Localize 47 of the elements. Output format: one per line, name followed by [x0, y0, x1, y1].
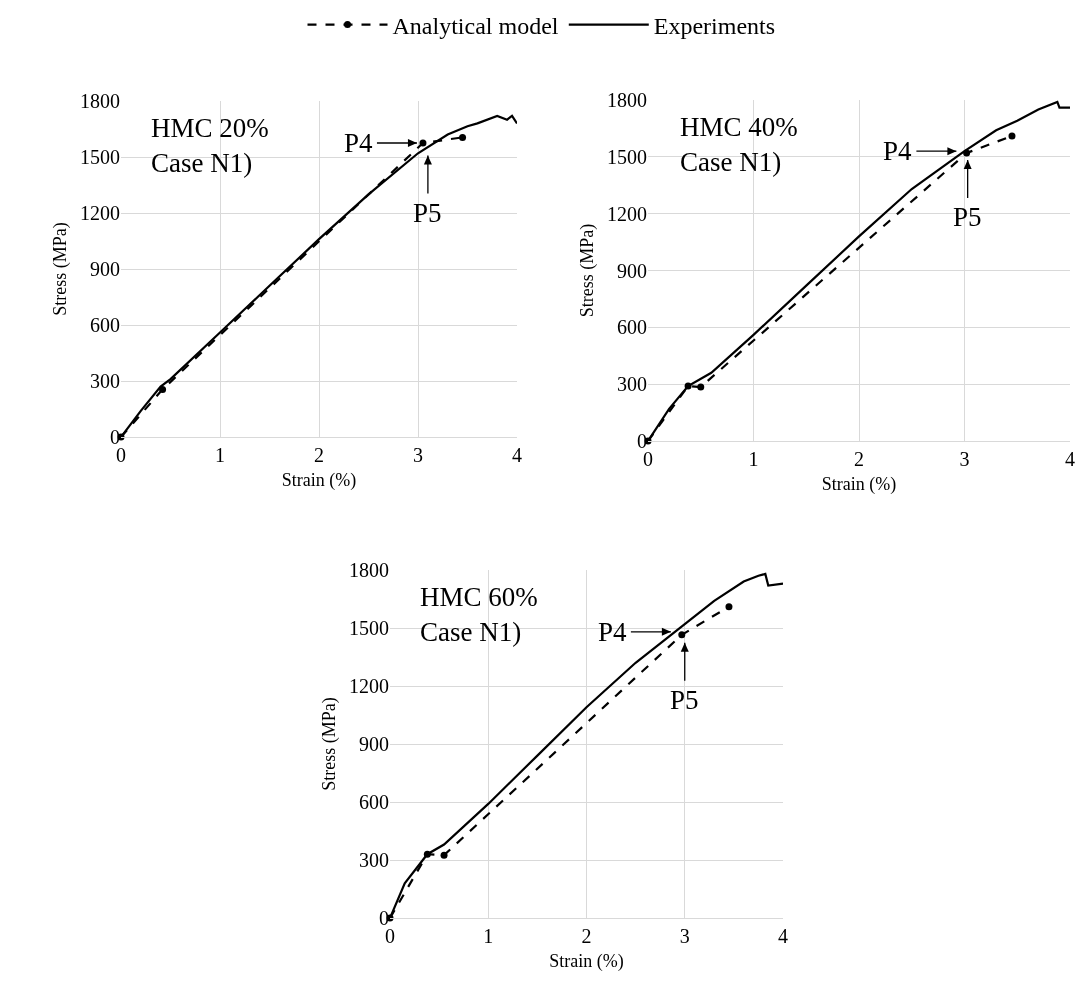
x-tick-label: 4 [778, 925, 788, 947]
x-tick-label: 3 [959, 448, 970, 470]
annotation: P4 [344, 128, 374, 158]
y-tick-label: 1500 [349, 617, 389, 639]
x-tick-label: 3 [413, 444, 423, 466]
annotation: P5 [953, 202, 982, 232]
legend-label: Experiments [653, 12, 776, 39]
y-tick-label: 1800 [80, 90, 120, 112]
y-axis-title: Stress (MPa) [319, 697, 341, 791]
y-tick-label: 1500 [80, 146, 120, 168]
x-tick-label: 3 [679, 925, 690, 947]
x-tick-label: 2 [581, 925, 592, 947]
y-tick-label: 900 [359, 733, 389, 755]
y-tick-label: 600 [617, 316, 647, 339]
y-tick-label: 600 [359, 791, 389, 813]
x-tick-label: 4 [512, 444, 522, 466]
annotation: P4 [883, 136, 913, 166]
x-tick-label: 1 [215, 444, 225, 466]
y-tick-label: 1200 [607, 202, 647, 225]
annotation: P5 [413, 198, 442, 228]
y-tick-label: 900 [90, 258, 120, 280]
y-tick-label: 1200 [349, 675, 389, 697]
x-axis-title: Strain (%) [549, 951, 624, 973]
y-tick-label: 1800 [607, 89, 647, 111]
y-tick-label: 900 [617, 259, 647, 282]
x-tick-label: 2 [854, 448, 864, 470]
y-tick-label: 1200 [80, 202, 120, 224]
x-axis-title: Strain (%) [821, 474, 897, 496]
x-tick-label: 1 [483, 925, 494, 947]
x-tick-label: 1 [748, 448, 759, 470]
y-axis-title: Stress (MPa) [577, 223, 599, 318]
annotation: P5 [670, 685, 699, 715]
x-tick-label: 4 [1065, 448, 1075, 470]
annotation: P4 [598, 617, 628, 647]
y-tick-label: 300 [359, 849, 389, 871]
y-axis-title: Stress (MPa) [50, 222, 72, 316]
y-tick-label: 300 [90, 370, 120, 392]
y-tick-label: 1800 [349, 559, 389, 581]
y-tick-label: 300 [617, 373, 647, 396]
y-tick-label: 600 [90, 314, 120, 336]
y-tick-label: 1500 [607, 145, 647, 168]
legend-label: Analytical model [392, 12, 559, 39]
x-axis-title: Strain (%) [281, 470, 357, 492]
annotation: HMC 40% Case N1) [680, 112, 798, 178]
annotation: HMC 20% Case N1) [151, 113, 269, 179]
x-tick-label: 2 [314, 444, 324, 466]
annotation: HMC 60% Case N1) [420, 582, 538, 648]
